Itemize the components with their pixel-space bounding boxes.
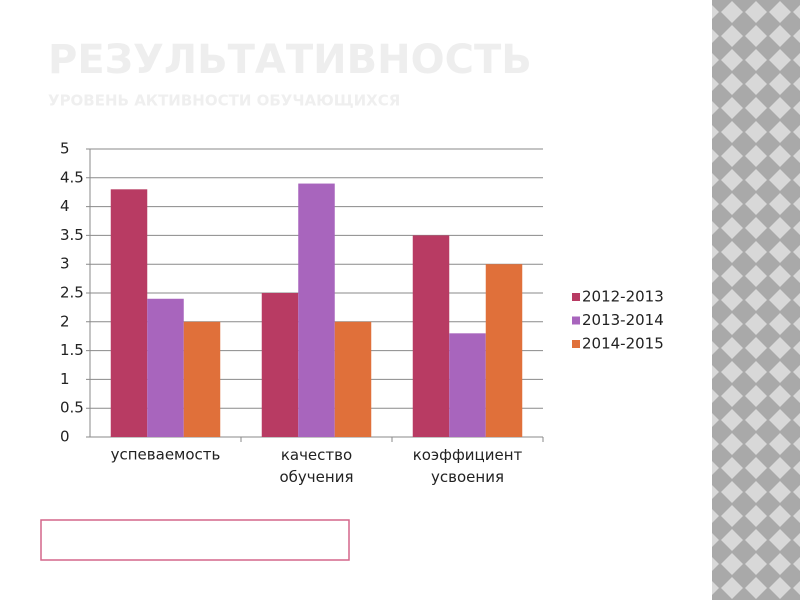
bar xyxy=(261,293,299,437)
bar xyxy=(412,235,450,437)
y-tick-label: 3 xyxy=(60,255,70,273)
y-tick-label: 2 xyxy=(60,312,70,330)
x-tick-label: коэффициент усвоения xyxy=(413,446,523,486)
y-tick-label: 0 xyxy=(60,428,70,446)
y-tick-label: 5 xyxy=(60,140,70,158)
legend-swatch xyxy=(572,340,580,348)
legend-label: 2013-2014 xyxy=(582,311,664,329)
text-box xyxy=(40,519,350,561)
slide-title: РЕЗУЛЬТАТИВНОСТЬ xyxy=(48,37,532,83)
bar xyxy=(183,321,221,437)
bar xyxy=(110,189,148,437)
y-tick-label: 3.5 xyxy=(60,226,84,244)
slide-subtitle: УРОВЕНЬ АКТИВНОСТИ ОБУЧАЮЩИХСЯ xyxy=(48,92,400,110)
bar xyxy=(449,333,486,437)
y-tick-label: 4 xyxy=(60,197,70,215)
y-tick-label: 4.5 xyxy=(60,168,84,186)
bar xyxy=(298,183,335,437)
x-tick-label: успеваемость xyxy=(111,446,221,464)
y-tick-label: 0.5 xyxy=(60,399,84,417)
side-pattern xyxy=(712,0,800,600)
y-tick-label: 1 xyxy=(60,370,70,388)
legend-label: 2014-2015 xyxy=(582,335,664,353)
y-tick-label: 1.5 xyxy=(60,341,84,359)
bar xyxy=(485,264,523,437)
legend-swatch xyxy=(572,293,580,301)
bar xyxy=(147,298,184,437)
y-tick-label: 2.5 xyxy=(60,284,84,302)
legend-label: 2012-2013 xyxy=(582,288,664,306)
x-tick-label: качество обучения xyxy=(280,446,354,486)
bar xyxy=(334,321,372,437)
legend-swatch xyxy=(572,316,580,325)
